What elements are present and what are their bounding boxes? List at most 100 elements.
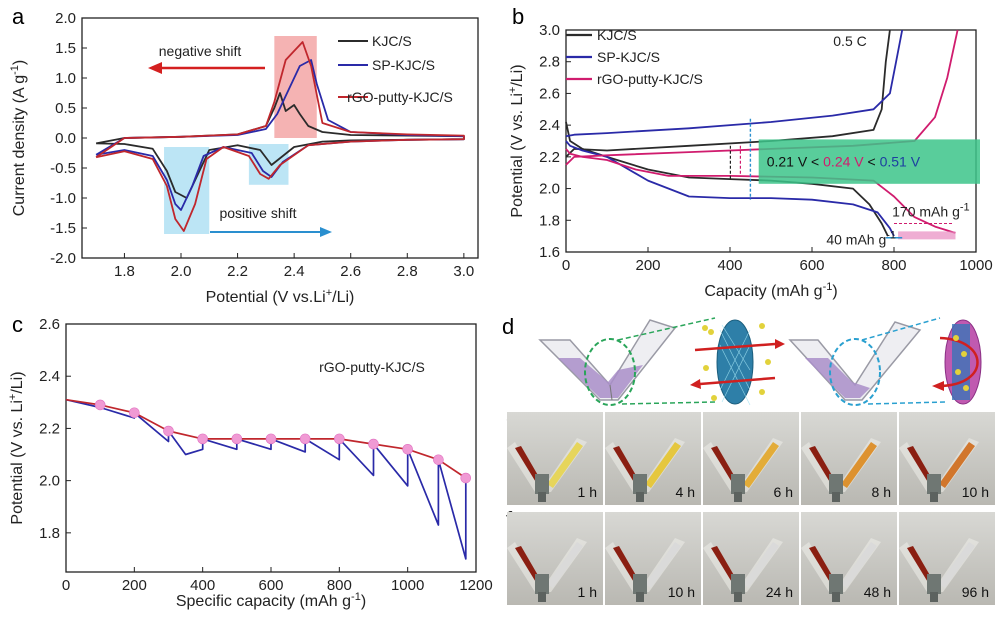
panel-b-x-tick-label: 600 [799, 257, 824, 274]
panel-a-x-tick-label: 2.2 [227, 263, 248, 280]
f-photo: 10 h [605, 512, 701, 605]
e-photo: 1 h [507, 412, 603, 505]
arrow-head-left [690, 379, 701, 389]
panel-b-y-tick-label: 1.6 [539, 244, 560, 261]
panel-b-discharge-1 [565, 140, 895, 237]
panel-c-marker [129, 407, 140, 419]
panel-a-negative-shift-arrow-head [148, 62, 162, 74]
panel-c-x-tick-label: 200 [122, 577, 147, 594]
panel-c-letter: c [12, 312, 23, 337]
panel-a-legend-label: KJC/S [372, 33, 412, 49]
panel-c-marker [197, 433, 208, 445]
e-photo: 4 h [605, 412, 701, 505]
e-photo-time-label: 6 h [773, 484, 793, 500]
v-tube-right [788, 321, 922, 401]
panel-b-overpotential-text: 0.21 V < 0.24 V < 0.51 V [767, 154, 921, 170]
f-photo-time-label: 48 h [863, 584, 891, 600]
panel-c-marker [231, 433, 243, 445]
panel-a-series-2 [95, 41, 465, 232]
panel-c-marker [299, 433, 311, 445]
e-photo-image [507, 412, 603, 505]
panel-c-x-tick-label: 0 [62, 577, 70, 594]
e-photo-time-label: 8 h [871, 484, 891, 500]
e-photo-time-label: 1 h [577, 484, 597, 500]
arrow-pass-through [694, 342, 776, 352]
panel-c-marker [94, 399, 106, 411]
f-photo: 48 h [801, 512, 897, 605]
e-photo-image [899, 412, 995, 505]
e-photo: 6 h [703, 412, 799, 505]
arrow-head-right [775, 339, 785, 349]
panel-c-marker [265, 433, 277, 445]
panel-b-170-label: 170 mAh g-1 [892, 201, 970, 219]
panel-b-40-label: 40 mAh g-1 [826, 229, 896, 247]
panel-b-y-tick-label: 1.8 [539, 212, 560, 229]
panel-b-y-tick-label: 2.4 [539, 117, 560, 134]
f-photo: 1 h [507, 512, 603, 605]
panel-b-legend-label: rGO-putty-KJC/S [597, 71, 703, 87]
panel-b-y-tick-label: 2.2 [539, 149, 560, 166]
arrow-head-reflected [932, 381, 944, 391]
panel-c-marker [402, 444, 413, 455]
panel-c-y-tick-label: 2.4 [39, 368, 60, 385]
e-photo-image [605, 412, 701, 505]
panel-a-positive-shift-label: positive shift [219, 205, 296, 221]
panel-a-y-tick-label: -2.0 [50, 250, 76, 267]
f-photo-image [605, 512, 701, 605]
panel-b-legend-label: KJC/S [597, 27, 637, 43]
panel-c-y-axis-title: Potential (V vs. Li+/Li) [7, 371, 26, 524]
f-photo: 96 h [899, 512, 995, 605]
panel-a-y-tick-label: 0.5 [55, 100, 76, 117]
panel-b-charge-1 [565, 29, 904, 138]
panel-c-y-tick-label: 1.8 [39, 525, 60, 542]
f-photo-time-label: 96 h [961, 584, 989, 600]
panel-a-y-tick-label: 2.0 [55, 10, 76, 27]
e-photo-time-label: 4 h [675, 484, 695, 500]
panel-a-y-tick-label: -1.5 [50, 220, 76, 237]
panel-c-x-tick-label: 1000 [391, 577, 424, 594]
panel-a-positive-shift-arrow-head [320, 227, 332, 237]
panel-a-legend-label: rGO-putty-KJC/S [347, 89, 453, 105]
panel-a-y-tick-label: 0.0 [55, 130, 76, 147]
membrane-circle-left [584, 338, 636, 406]
panel-b-y-axis-title: Potential (V vs. Li+/Li) [507, 64, 526, 217]
membrane-zoom-left [716, 319, 754, 405]
v-tube-left [538, 319, 677, 401]
panel-c-series-pulse [65, 398, 467, 560]
panel-c-x-tick-label: 600 [258, 577, 283, 594]
panel-b-chart: b 0 200 400 600 800 1000 3.0 2.8 2.6 2.4 2.2 2.0 1.8… [507, 4, 993, 300]
panel-b-x-tick-label: 1000 [959, 257, 992, 274]
panel-b-170-bar [898, 231, 956, 240]
e-photo: 8 h [801, 412, 897, 505]
panel-c-y-tick-label: 2.6 [39, 316, 60, 333]
panel-b-x-axis-title: Capacity (mAh g-1) [704, 281, 837, 300]
panel-b-y-tick-label: 3.0 [539, 22, 560, 39]
panel-c-marker [433, 454, 444, 466]
panel-d-letter: d [502, 314, 514, 339]
panel-b-x-tick-label: 200 [635, 257, 660, 274]
panel-a-x-tick-label: 2.8 [397, 263, 418, 280]
panel-c-chart: c 0 200 400 600 800 1000 1200 2.6 2.4 2.2 2.0 1.8 rG… [7, 312, 493, 610]
panel-c-marker [334, 433, 345, 445]
polysulfide-molecules-left [702, 323, 771, 401]
photo-grid: e f 1 h4 h6 h8 h10 h 1 h10 h24 h48 h96 h [506, 406, 997, 616]
panel-b-charge-0 [565, 29, 891, 158]
panel-a-y-axis-title: Current density (A g-1) [9, 60, 28, 217]
arrow-blocked [699, 376, 776, 386]
f-photo: 24 h [703, 512, 799, 605]
panel-a-x-axis-title: Potential (V vs.Li+/Li) [206, 287, 355, 306]
panel-a-letter: a [12, 4, 25, 29]
panel-a-x-tick-label: 2.6 [340, 263, 361, 280]
panel-b-overpotential-box [758, 139, 980, 184]
membrane-circle-right [829, 338, 881, 406]
panel-a-negative-shift-label: negative shift [159, 43, 242, 59]
panel-c-marker [460, 472, 472, 484]
panel-b-y-tick-label: 2.8 [539, 54, 560, 71]
f-photo-time-label: 1 h [577, 584, 597, 600]
panel-b-y-tick-label: 2.6 [539, 85, 560, 102]
f-photo-image [899, 512, 995, 605]
panel-a-x-tick-label: 1.8 [114, 263, 135, 280]
panel-a-x-tick-label: 2.4 [284, 263, 305, 280]
panel-a-highlight-oxidation [274, 36, 317, 138]
f-photo-image [703, 512, 799, 605]
